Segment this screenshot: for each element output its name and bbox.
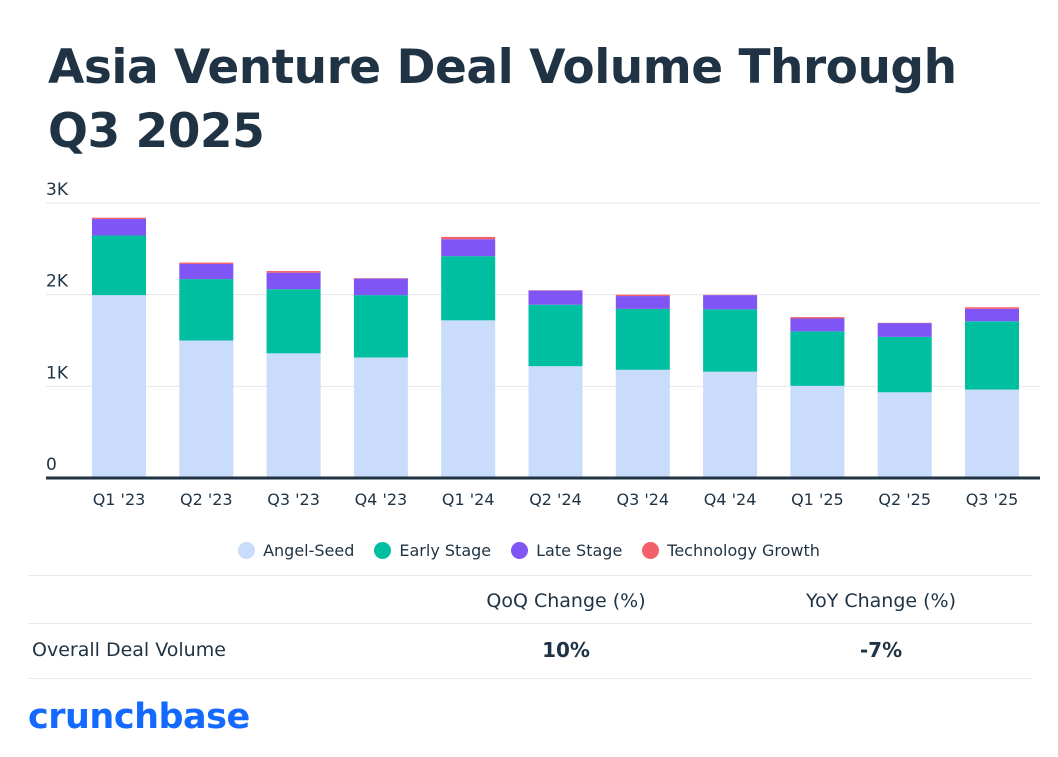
bar-segment-technology-growth (266, 271, 321, 273)
bar-segment-technology-growth (92, 217, 146, 220)
bar-segment-angel-seed (528, 366, 583, 478)
bar-segment-late-stage (353, 278, 408, 296)
x-tick-label: Q1 '23 (93, 490, 146, 509)
divider (28, 623, 1032, 624)
bar-segment-technology-growth (179, 262, 234, 264)
bar-segment-angel-seed (353, 357, 408, 478)
legend-label: Angel-Seed (263, 541, 355, 560)
bar-segment-late-stage (92, 219, 146, 236)
row-label: Overall Deal Volume (32, 639, 226, 661)
bar-segment-early-stage (92, 235, 146, 296)
yoy-value: -7% (859, 638, 903, 662)
bar-segment-early-stage (965, 321, 1019, 390)
qoq-value: 10% (542, 638, 590, 662)
legend-item: Technology Growth (642, 541, 820, 560)
bar-segment-angel-seed (266, 353, 321, 478)
x-tick-label: Q4 '24 (704, 490, 757, 509)
x-tick-label: Q2 '23 (180, 490, 233, 509)
bar-segment-technology-growth (615, 294, 670, 297)
bar-segment-early-stage (266, 289, 321, 354)
bar-segment-late-stage (790, 318, 845, 332)
x-tick-label: Q1 '25 (791, 490, 844, 509)
bar-segment-technology-growth (441, 236, 496, 240)
bar-segment-late-stage (703, 295, 758, 310)
bar-segment-angel-seed (703, 371, 758, 478)
x-tick-label: Q4 '23 (355, 490, 408, 509)
bar-segment-early-stage (179, 279, 234, 341)
x-tick-label: Q2 '24 (529, 490, 582, 509)
legend-dot-icon (511, 542, 529, 559)
page-title: Asia Venture Deal Volume Through Q3 2025 (48, 40, 957, 159)
bar-segment-late-stage (615, 296, 670, 309)
bar-segment-angel-seed (615, 369, 670, 478)
bar-segment-late-stage (528, 290, 583, 305)
header-yoy: YoY Change (%) (805, 590, 957, 612)
bar-segment-angel-seed (92, 295, 146, 478)
x-tick-label: Q3 '24 (616, 490, 669, 509)
x-tick-label: Q3 '23 (267, 490, 320, 509)
bar-segment-late-stage (266, 272, 321, 290)
legend-label: Technology Growth (667, 541, 820, 560)
y-tick-label: 1K (46, 363, 69, 383)
divider (28, 575, 1032, 576)
bar-segment-early-stage (703, 309, 758, 372)
x-tick-label: Q1 '24 (442, 490, 495, 509)
bar-segment-angel-seed (790, 385, 845, 478)
bar-segment-early-stage (441, 256, 496, 321)
bar-segment-early-stage (790, 331, 845, 386)
bar-segment-late-stage (441, 239, 496, 257)
x-tick-label: Q2 '25 (878, 490, 931, 509)
bar-segment-early-stage (528, 304, 583, 367)
bar-segment-angel-seed (179, 340, 234, 478)
legend-dot-icon (238, 542, 256, 559)
legend-label: Late Stage (536, 541, 623, 560)
bar-segment-technology-growth (965, 307, 1019, 309)
x-tick-label: Q3 '25 (966, 490, 1019, 509)
bar-segment-early-stage (615, 308, 670, 370)
bar-segment-late-stage (179, 263, 234, 280)
bar-segment-angel-seed (877, 392, 932, 478)
stacked-bar-chart: 0 1K 2K 3K Q1 '23 Q2 '23 Q3 '23 Q4 '23 Q1 '24 Q2 … (46, 180, 1040, 509)
bar-segment-late-stage (965, 308, 1019, 322)
legend-dot-icon (374, 542, 392, 559)
legend-item: Angel-Seed (238, 541, 354, 560)
header-qoq: QoQ Change (%) (486, 590, 646, 612)
y-tick-label: 0 (46, 455, 57, 475)
crunchbase-logo: crunchbase (28, 697, 250, 737)
legend-label: Early Stage (399, 541, 492, 560)
legend-item: Early Stage (374, 541, 491, 560)
divider (28, 678, 1032, 679)
y-tick-label: 3K (46, 180, 69, 200)
bar-segment-technology-growth (790, 317, 845, 319)
legend-dot-icon (642, 542, 660, 559)
bar-segment-early-stage (877, 336, 932, 393)
y-tick-label: 2K (46, 272, 69, 292)
bar-segment-angel-seed (965, 389, 1019, 478)
bar-segment-angel-seed (441, 320, 496, 478)
legend-item: Late Stage (511, 541, 622, 560)
bar-segment-late-stage (877, 323, 932, 337)
bar-segment-early-stage (353, 295, 408, 358)
legend: Angel-Seed Early Stage Late Stage Technolog… (0, 541, 1058, 560)
